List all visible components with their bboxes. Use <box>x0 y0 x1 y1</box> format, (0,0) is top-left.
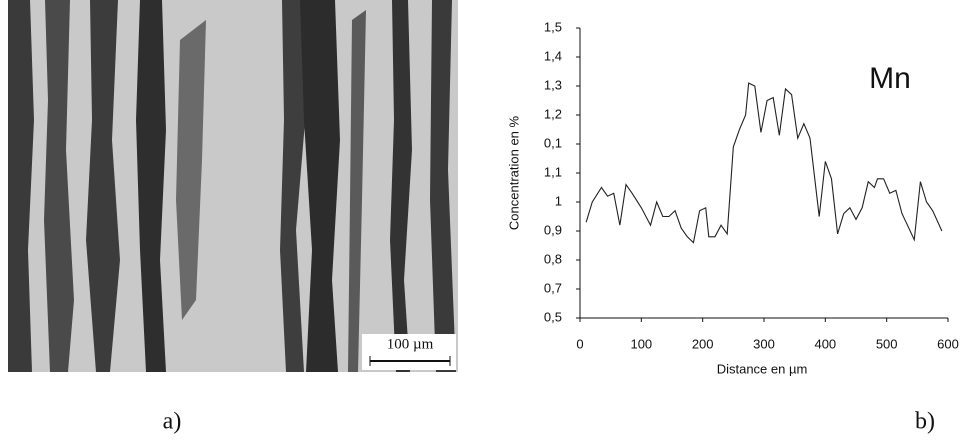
data-line <box>585 82 943 244</box>
x-tick-label: 200 <box>692 336 714 351</box>
x-axis-label: Distance en µm <box>717 361 808 376</box>
x-tick-label: 100 <box>630 336 652 351</box>
y-tick-label: 0,1 <box>544 135 562 150</box>
x-tick-label: 0 <box>576 336 583 351</box>
scale-bar-box <box>362 334 456 370</box>
x-tick-label: 500 <box>876 336 898 351</box>
y-tick-label: 0,5 <box>544 309 562 324</box>
y-axis-label: Concentration en % <box>506 115 521 230</box>
panel-label: b) <box>915 409 935 435</box>
y-tick-label: 1,2 <box>544 106 562 121</box>
dark-band <box>348 10 366 372</box>
y-tick-label: 1,1 <box>544 164 562 179</box>
dark-band <box>86 0 120 372</box>
scale-bar-label: 100 µm <box>387 336 434 352</box>
dark-band <box>136 0 166 372</box>
dark-band <box>8 0 34 372</box>
dark-band <box>390 0 412 372</box>
micrograph: 100 µm <box>8 0 458 372</box>
y-tick-label: 1,3 <box>544 77 562 92</box>
y-tick-label: 0,9 <box>544 222 562 237</box>
y-tick-label: 1,5 <box>544 19 562 34</box>
chart-annotation: Mn <box>869 62 911 95</box>
panel-label: a) <box>163 409 182 435</box>
y-tick-label: 0,7 <box>544 280 562 295</box>
x-tick-label: 600 <box>937 336 959 351</box>
dark-band <box>176 20 206 320</box>
dark-band <box>300 0 340 372</box>
x-tick-label: 300 <box>753 336 775 351</box>
dark-band <box>44 0 74 372</box>
y-tick-label: 0,8 <box>544 251 562 266</box>
dark-band <box>430 0 456 372</box>
x-tick-label: 400 <box>814 336 836 351</box>
y-tick-label: 1 <box>555 193 562 208</box>
dark-band <box>280 0 306 372</box>
y-tick-label: 1,4 <box>544 48 562 63</box>
micrograph-background <box>8 0 458 372</box>
